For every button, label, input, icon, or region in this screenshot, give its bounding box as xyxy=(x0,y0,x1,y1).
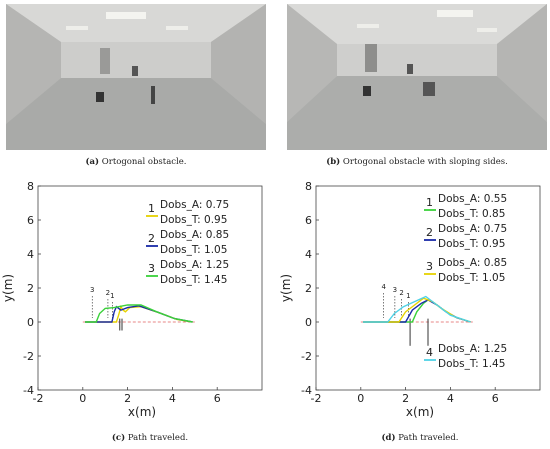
x-axis-label: x(m) xyxy=(128,405,156,419)
x-tick-label: 4 xyxy=(447,392,454,405)
legend-dobs-a: Dobs_A: 0.75 xyxy=(438,223,507,235)
legend-dobs-t: Dobs_T: 0.95 xyxy=(438,238,505,250)
x-tick-label: 6 xyxy=(214,392,221,405)
y-tick-label: 0 xyxy=(27,316,34,329)
x-tick-label: -2 xyxy=(311,392,322,405)
path-number-label: 3 xyxy=(90,286,94,294)
y-tick-label: 8 xyxy=(27,180,34,193)
y-tick-label: 0 xyxy=(305,316,312,329)
legend-dobs-a: Dobs_A: 0.75 xyxy=(160,199,229,211)
legend-dobs-t: Dobs_T: 1.45 xyxy=(438,358,505,370)
caption-c: (c) Path traveled. xyxy=(111,433,189,443)
y-tick-label: 8 xyxy=(305,180,312,193)
legend-number: 1 xyxy=(148,202,155,215)
y-tick-label: -4 xyxy=(301,384,312,397)
caption-d: (d) Path traveled. xyxy=(381,433,459,443)
chart-path-c: -2 0 2 4 6 -4 -2 0 2 4 6 8 x(m) y(m) 1 1 Dobs_A: 0.75 Dob… xyxy=(0,178,270,428)
series-line-1 xyxy=(85,305,193,323)
legend-number: 3 xyxy=(426,260,433,273)
x-tick-label: 2 xyxy=(402,392,409,405)
path-number-label: 1 xyxy=(110,292,114,300)
y-tick-label: 2 xyxy=(27,282,34,295)
x-tick-label: 0 xyxy=(357,392,364,405)
y-tick-label: 2 xyxy=(305,282,312,295)
legend-dobs-a: Dobs_A: 0.55 xyxy=(438,193,507,205)
y-tick-label: 6 xyxy=(27,214,34,227)
legend-number: 1 xyxy=(426,196,433,209)
legend-number: 2 xyxy=(148,232,155,245)
photo-orthogonal-obstacle xyxy=(6,4,266,150)
y-tick-label: -4 xyxy=(23,384,34,397)
legend-dobs-a: Dobs_A: 1.25 xyxy=(160,259,229,271)
path-number-label: 2 xyxy=(106,289,110,297)
y-tick-label: 4 xyxy=(305,248,312,261)
y-tick-label: -2 xyxy=(23,350,34,363)
y-tick-label: 4 xyxy=(27,248,34,261)
path-number-label: 2 xyxy=(399,289,403,297)
path-number-label: 3 xyxy=(393,286,397,294)
legend-dobs-a: Dobs_A: 1.25 xyxy=(438,343,507,355)
legend-dobs-a: Dobs_A: 0.85 xyxy=(438,257,507,269)
x-tick-label: 4 xyxy=(169,392,176,405)
caption-a: (a) Ortogonal obstacle. xyxy=(85,157,187,167)
caption-b: (b) Ortogonal obstacle with sloping side… xyxy=(326,157,508,167)
y-tick-label: -2 xyxy=(301,350,312,363)
series-line-3 xyxy=(85,304,193,323)
x-axis-label: x(m) xyxy=(406,405,434,419)
legend-dobs-t: Dobs_T: 1.05 xyxy=(438,272,505,284)
legend-dobs-t: Dobs_T: 0.85 xyxy=(438,208,505,220)
path-number-label: 1 xyxy=(406,292,410,300)
legend-dobs-t: Dobs_T: 1.05 xyxy=(160,244,227,256)
y-axis-label: y(m) xyxy=(1,274,15,302)
legend-number: 3 xyxy=(148,262,155,275)
y-tick-label: 6 xyxy=(305,214,312,227)
x-tick-label: 6 xyxy=(492,392,499,405)
x-tick-label: -2 xyxy=(33,392,44,405)
legend-dobs-a: Dobs_A: 0.85 xyxy=(160,229,229,241)
photo-orthogonal-obstacle-sloping xyxy=(287,4,547,150)
series-line-4 xyxy=(363,295,471,323)
y-axis-label: y(m) xyxy=(279,274,293,302)
series-line-3 xyxy=(363,297,471,323)
legend-dobs-t: Dobs_T: 1.45 xyxy=(160,274,227,286)
x-tick-label: 2 xyxy=(124,392,131,405)
chart-path-d: -2 0 2 4 6 -4 -2 0 2 4 6 8 x(m) y(m) 1 1 Dobs_A: 0.55 Dob… xyxy=(278,178,548,428)
path-number-label: 4 xyxy=(381,283,386,291)
legend-dobs-t: Dobs_T: 0.95 xyxy=(160,214,227,226)
legend-number: 4 xyxy=(426,346,433,359)
legend-number: 2 xyxy=(426,226,433,239)
x-tick-label: 0 xyxy=(79,392,86,405)
